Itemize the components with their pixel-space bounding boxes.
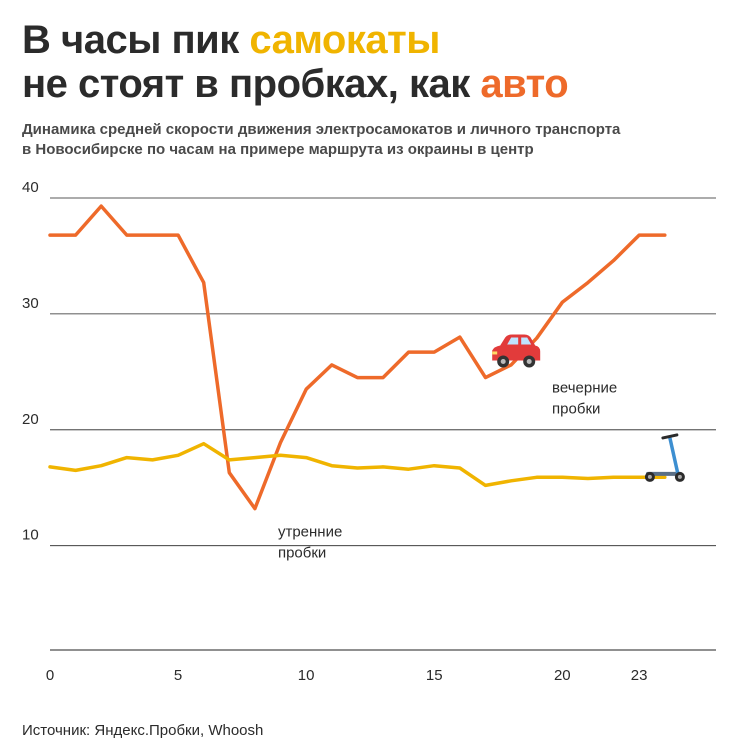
annotation-line2: пробки bbox=[278, 544, 326, 561]
title-highlight-scooters: самокаты bbox=[249, 18, 440, 62]
x-tick-label: 20 bbox=[554, 667, 571, 684]
title-line1-prefix: В часы пик bbox=[22, 18, 250, 62]
scooter-speed-line bbox=[48, 441, 667, 488]
y-tick-label: 20 bbox=[22, 411, 39, 428]
x-tick-label: 5 bbox=[174, 667, 182, 684]
annotation-line2: пробки bbox=[552, 401, 600, 418]
series-icons bbox=[492, 334, 685, 482]
x-tick-label: 0 bbox=[46, 667, 54, 684]
x-tick-label: 15 bbox=[426, 667, 443, 684]
title-highlight-cars: авто bbox=[480, 62, 569, 106]
x-tick-label: 23 bbox=[631, 667, 648, 684]
scooter-icon bbox=[644, 433, 685, 482]
annotation-line1: утренние bbox=[278, 523, 342, 540]
title-line2-prefix: не стоят в пробках, как bbox=[22, 62, 481, 106]
y-tick-label: 30 bbox=[22, 295, 39, 312]
chart-title: В часы пик самокаты не стоят в пробках, … bbox=[22, 18, 569, 106]
y-tick-label: 40 bbox=[22, 179, 39, 196]
source-note: Источник: Яндекс.Пробки, Whoosh bbox=[22, 722, 264, 739]
x-tick-label: 10 bbox=[298, 667, 315, 684]
annotation-line1: вечерние bbox=[552, 380, 617, 397]
car-icon bbox=[492, 334, 541, 368]
y-tick-label: 10 bbox=[22, 527, 39, 544]
subtitle-line1: Динамика средней скорости движения элект… bbox=[22, 121, 621, 138]
grid-lines bbox=[50, 197, 716, 651]
chart-subtitle: Динамика средней скорости движения элект… bbox=[22, 120, 732, 160]
subtitle-line2: в Новосибирске по часам на примере маршр… bbox=[22, 141, 534, 158]
annotations: утренние пробки вечерние пробки bbox=[278, 380, 617, 562]
car-speed-line bbox=[48, 204, 667, 511]
y-axis-labels: 10 20 30 40 bbox=[22, 179, 39, 544]
series-lines bbox=[48, 204, 667, 511]
x-axis-labels: 0 5 10 15 20 23 bbox=[46, 667, 648, 684]
